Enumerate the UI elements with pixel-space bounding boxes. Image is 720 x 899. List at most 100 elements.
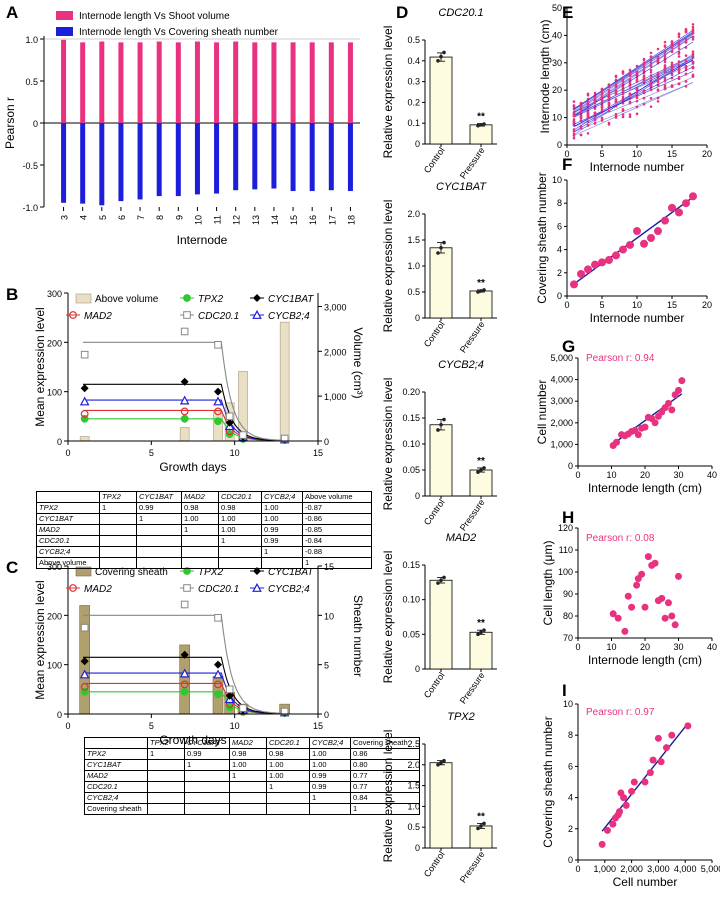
table-row: TPX2 1 0.99 0.98 0.98 1.00 -0.87 (36, 502, 372, 514)
panel-label-e: E (562, 3, 573, 22)
x-tick-label: 20 (702, 300, 712, 310)
y-tick-label: 0 (415, 664, 420, 674)
x-tick-label: 10 (230, 721, 240, 731)
data-point (656, 74, 660, 77)
bar-volume (137, 42, 143, 123)
table-cell (184, 770, 230, 782)
correlation-table-c: TPX2 CYC1BAT MAD2 CDC20.1 CYCB2;4 Covering sh… (84, 737, 420, 815)
data-point (641, 423, 649, 431)
table-cell: 1.00 (309, 759, 351, 771)
y2-tick-label: 2,000 (324, 347, 347, 357)
data-point (630, 778, 638, 786)
data-point (654, 734, 662, 742)
subplot-title: MAD2 (446, 532, 477, 544)
table-cell (261, 557, 303, 569)
data-point (642, 89, 646, 93)
y-tick-label: 100 (47, 388, 62, 398)
x-tick-label: 8 (155, 215, 165, 220)
y-tick-label: 100 (47, 661, 62, 671)
y-axis-title: Cell length (μm) (541, 541, 555, 626)
data-point (572, 106, 576, 109)
data-point (616, 808, 624, 816)
x-axis-title: Cell number (613, 875, 678, 889)
y-tick-label: 0.4 (407, 56, 420, 66)
point-cycb24 (179, 395, 190, 405)
bar-sheath (290, 123, 296, 192)
x-tick-label: 0 (575, 470, 580, 480)
table-row: Covering sheath 1 (84, 803, 420, 815)
bar-above-volume (279, 321, 290, 442)
regression-line (573, 29, 694, 110)
table-cell: CYC1BAT (36, 513, 100, 525)
data-point (586, 113, 590, 117)
y-tick-label: 3,000 (550, 396, 573, 406)
legend-label-cycb24: CYCB2;4 (268, 584, 310, 595)
table-cell: CYC1BAT (136, 491, 182, 503)
bar-volume (80, 42, 86, 123)
replicate-point (476, 632, 480, 637)
data-point (654, 227, 662, 236)
data-point (621, 627, 629, 635)
y-tick-label: 120 (558, 523, 573, 533)
data-point (663, 40, 667, 44)
panel-b-chart: 0 100 200 300 0 1,000 2,000 3,000 0 5 10 15 Growth d… (33, 289, 365, 474)
data-point (677, 67, 681, 71)
y-tick-label: 10 (563, 699, 573, 709)
x-tick-label: 4,000 (674, 864, 697, 874)
replicate-point (439, 422, 443, 427)
replicate-point (482, 466, 486, 470)
table-cell (266, 792, 310, 804)
y-tick-label: 4 (568, 793, 573, 803)
data-point (607, 109, 611, 113)
pearson-annotation: Pearson r: 0.94 (586, 353, 655, 364)
y-tick-label: 0.1 (407, 118, 420, 128)
data-point (656, 59, 660, 62)
bar-above-volume (179, 427, 190, 442)
x-tick-label: 10 (606, 642, 616, 652)
point-cyc1bat (213, 387, 223, 396)
pearson-annotation: Pearson r: 0.97 (586, 707, 655, 718)
table-cell: -0.84 (302, 535, 372, 547)
data-point (593, 118, 597, 122)
table-cell: CDC20.1 (218, 491, 262, 503)
subplot-title: CDC20.1 (438, 7, 483, 19)
panel-label-d: D (396, 3, 408, 22)
y-axis-title: Internode length (cm) (538, 19, 552, 133)
x-tick-label: Pressure (458, 497, 487, 532)
y-tick-label: 8 (557, 198, 562, 208)
legend-label-cycb24: CYCB2;4 (268, 311, 310, 322)
replicate-point (479, 468, 483, 472)
data-point (633, 581, 641, 589)
data-point (605, 256, 613, 265)
table-row: CYCB2;4 1 0.84 (84, 792, 420, 804)
y2-axis-title: Sheath number (351, 595, 365, 677)
data-point (661, 614, 669, 622)
data-point (614, 82, 618, 86)
y-tick-label: 0 (568, 855, 573, 865)
data-point (670, 65, 674, 68)
bar-sheath (214, 123, 220, 194)
bar-volume (118, 42, 124, 123)
table-cell: 0.77 (350, 781, 420, 793)
bar-pressure (469, 825, 493, 849)
panel-label-c: C (6, 558, 18, 577)
x-tick-label: 3 (60, 215, 70, 220)
x-tick-label: Control (422, 319, 447, 349)
data-point (579, 115, 583, 119)
significance-marker: ** (477, 618, 485, 629)
point-tpx2 (214, 690, 222, 699)
data-point (598, 258, 606, 267)
legend-marker-cdc20 (183, 311, 191, 319)
data-point (607, 83, 611, 86)
data-point (622, 801, 630, 809)
significance-marker: ** (477, 112, 485, 123)
data-point (684, 54, 688, 57)
y-tick-label: 4,000 (550, 375, 573, 385)
data-point (691, 25, 695, 29)
data-point (607, 121, 611, 125)
data-point (657, 758, 665, 766)
table-cell: -0.88 (302, 546, 372, 558)
y-axis-title: Mean expression level (33, 307, 47, 426)
data-point (691, 36, 695, 39)
y-tick-label: -1.0 (22, 203, 38, 213)
